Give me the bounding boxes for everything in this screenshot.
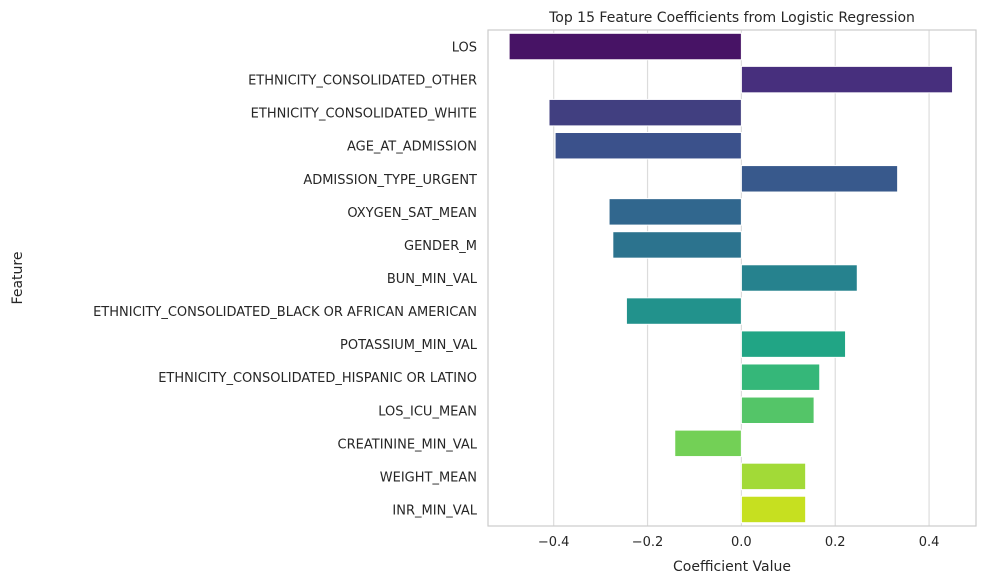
category-label: ETHNICITY_CONSOLIDATED_BLACK OR AFRICAN … (93, 305, 477, 320)
category-label: ADMISSION_TYPE_URGENT (303, 173, 477, 188)
bar (674, 429, 742, 458)
category-label: GENDER_M (404, 239, 477, 254)
category-label: WEIGHT_MEAN (380, 470, 477, 485)
x-tick-labels: −0.4 −0.2 0.0 0.2 0.4 (538, 535, 940, 550)
bar (608, 198, 742, 226)
bar (740, 65, 954, 94)
bar (554, 132, 742, 160)
category-label: OXYGEN_SAT_MEAN (347, 206, 477, 221)
category-label: POTASSIUM_MIN_VAL (340, 338, 478, 353)
x-tick-label: −0.4 (538, 535, 570, 550)
x-tick-label: 0.0 (731, 535, 752, 550)
bar (508, 32, 742, 61)
category-label: ETHNICITY_CONSOLIDATED_OTHER (248, 74, 477, 89)
category-label: ETHNICITY_CONSOLIDATED_WHITE (251, 107, 477, 122)
category-label: LOS_ICU_MEAN (378, 404, 477, 419)
bar (740, 363, 821, 391)
x-axis-title: Coefficient Value (673, 559, 791, 575)
bar (740, 495, 807, 524)
y-axis-title: Feature (10, 252, 26, 305)
x-tick-label: −0.2 (632, 535, 664, 550)
chart-title: Top 15 Feature Coefficients from Logisti… (548, 10, 915, 26)
bar (740, 396, 815, 424)
plot-frame (487, 29, 977, 527)
category-label: ETHNICITY_CONSOLIDATED_HISPANIC OR LATIN… (158, 371, 477, 386)
y-category-labels: LOS ETHNICITY_CONSOLIDATED_OTHER ETHNICITY… (93, 41, 478, 519)
bar (740, 462, 807, 491)
bar (740, 330, 847, 358)
bar (740, 264, 858, 292)
category-label: BUN_MIN_VAL (387, 272, 478, 287)
bar (740, 165, 899, 193)
x-tick-label: 0.2 (825, 535, 846, 550)
x-tick-label: 0.4 (919, 535, 940, 550)
category-label: CREATININE_MIN_VAL (338, 437, 478, 452)
bar (625, 297, 742, 325)
bar (548, 98, 742, 127)
category-label: INR_MIN_VAL (392, 503, 477, 518)
bars (508, 32, 954, 524)
category-label: LOS (452, 41, 477, 56)
bar (612, 231, 742, 259)
category-label: AGE_AT_ADMISSION (347, 140, 477, 155)
